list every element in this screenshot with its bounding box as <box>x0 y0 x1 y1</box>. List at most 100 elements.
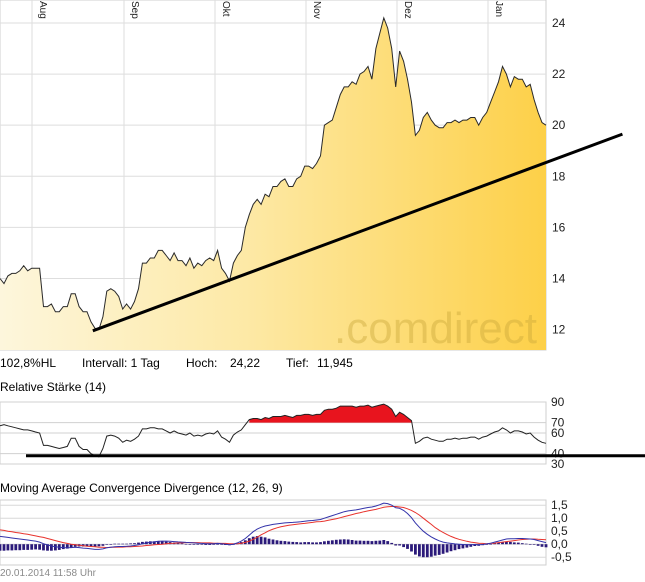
macd-histogram-bar <box>410 544 413 552</box>
macd-histogram-bar <box>267 538 271 545</box>
macd-histogram-bar <box>453 544 457 551</box>
macd-histogram-bar <box>69 544 73 548</box>
month-tick-label: Okt <box>220 1 231 17</box>
macd-histogram-bar <box>516 542 520 545</box>
price-tick-label: 22 <box>552 67 566 81</box>
trendline-layer <box>92 132 623 333</box>
macd-histogram-bar <box>259 536 263 545</box>
macd-histogram-bar <box>457 544 461 550</box>
macd-histogram-bar <box>18 544 22 551</box>
macd-histogram-bar <box>89 544 93 547</box>
macd-histogram-bar <box>192 544 196 545</box>
macd-histogram-bar <box>156 541 160 545</box>
price-tick-label: 12 <box>552 323 566 337</box>
macd-tick-label: 0,5 <box>551 524 568 538</box>
macd-histogram-bar <box>141 541 144 545</box>
macd-histogram-bar <box>42 544 45 551</box>
macd-histogram-bar <box>26 544 30 550</box>
price-tick-label: 20 <box>552 118 566 132</box>
macd-histogram-bar <box>299 542 303 545</box>
macd-histogram-bar <box>540 544 544 547</box>
macd-histogram-bar <box>445 544 449 553</box>
macd-histogram-bar <box>38 544 41 550</box>
macd-histogram-bar <box>378 540 382 545</box>
macd-histogram-bar <box>465 544 469 548</box>
macd-histogram-bar <box>501 542 504 545</box>
interval-text: Intervall: 1 Tag <box>82 356 160 370</box>
macd-histogram-bar <box>46 544 49 551</box>
macd-frame <box>0 499 547 566</box>
macd-histogram-bar <box>489 543 492 545</box>
macd-histogram-bar <box>164 541 168 545</box>
macd-histogram-bar <box>390 542 394 545</box>
macd-tick-label: 1,5 <box>551 498 568 512</box>
macd-histogram-bar <box>473 544 477 546</box>
low-label: Tief: <box>286 356 309 370</box>
macd-histogram-bar <box>469 544 473 547</box>
macd-histogram-bar <box>216 544 219 545</box>
macd-histogram-bar <box>512 542 516 545</box>
high-label: Hoch: <box>186 356 218 370</box>
macd-histogram-bar <box>497 542 500 545</box>
macd-histogram-bar <box>180 543 184 545</box>
macd-histogram-bar <box>429 544 433 557</box>
macd-histogram-bar <box>113 543 117 545</box>
macd-histogram-bar <box>287 541 291 545</box>
macd-histogram-bar <box>362 540 366 545</box>
macd-histogram-bar <box>125 543 128 545</box>
macd-histogram-bar <box>307 542 310 545</box>
watermark-layer: .comdirect <box>334 304 537 353</box>
macd-histogram-bar <box>121 543 125 545</box>
price-area-layer <box>0 17 546 351</box>
low-value: 11,945 <box>317 356 353 370</box>
macd-histogram-bar <box>184 543 188 545</box>
macd-histogram-bar <box>437 544 441 555</box>
macd-histogram-bar <box>528 544 532 545</box>
high-value: 24,22 <box>230 356 261 370</box>
price-tick-label: 18 <box>552 169 566 183</box>
macd-histogram-bar <box>117 543 121 545</box>
rsi-line <box>0 403 547 458</box>
macd-histogram-bar <box>212 544 216 545</box>
macd-histogram-bar <box>323 541 326 545</box>
macd-panel: 1,51,00,50,0-0,5 <box>0 498 572 566</box>
macd-histogram-bar <box>382 540 386 545</box>
macd-histogram-bar <box>14 544 18 551</box>
macd-signal-line <box>0 506 547 549</box>
macd-histogram-bar <box>319 542 322 545</box>
macd-histogram-bar <box>255 536 259 545</box>
macd-histogram-bar <box>418 544 421 557</box>
macd-title: Moving Average Convergence Divergence (1… <box>0 481 283 495</box>
rsi-tick-label: 60 <box>551 426 565 440</box>
macd-histogram-bar <box>263 537 267 545</box>
rsi-title: Relative Stärke (14) <box>0 380 107 394</box>
support-trendline <box>92 132 623 333</box>
price-tick-label: 24 <box>552 16 566 30</box>
macd-histogram-bar <box>275 540 279 545</box>
macd-histogram-bar <box>350 540 354 545</box>
macd-histogram-bar <box>101 544 105 546</box>
macd-histogram-bar <box>251 536 255 545</box>
macd-histogram-bar <box>402 544 405 548</box>
macd-histogram-bar <box>61 544 65 550</box>
price-tick-label: 14 <box>552 271 566 285</box>
macd-histogram-bar <box>394 544 398 546</box>
macd-histogram-bar <box>200 544 204 545</box>
macd-histogram-bar <box>461 544 465 549</box>
month-tick-label: Sep <box>129 1 140 19</box>
macd-histogram-bar <box>291 541 295 545</box>
price-axis-labels: Aug Sep Okt Nov Dez Jan 12 14 16 18 20 22 24 <box>37 1 566 337</box>
macd-histogram-bar <box>176 543 180 545</box>
macd-histogram-bar <box>338 539 342 545</box>
macd-histogram-bar <box>311 542 314 545</box>
macd-histogram-bar <box>93 544 97 547</box>
macd-histogram-bar <box>334 539 338 545</box>
macd-histogram-bar <box>109 544 113 545</box>
month-tick-label: Jan <box>493 1 504 17</box>
macd-histogram-bar <box>129 543 132 545</box>
macd-histogram-bar <box>0 544 2 551</box>
macd-histogram-bar <box>65 544 69 549</box>
macd-histogram-bar <box>137 542 140 545</box>
macd-histogram-bar <box>406 544 409 549</box>
macd-histogram-bar <box>358 540 362 545</box>
